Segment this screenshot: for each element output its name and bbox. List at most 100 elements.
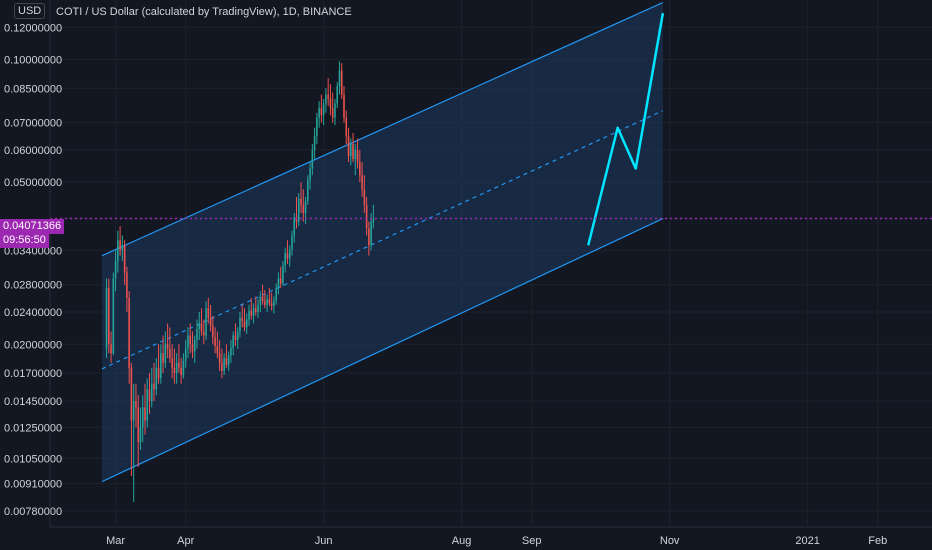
candle-body bbox=[184, 348, 187, 361]
candle-body bbox=[318, 108, 320, 118]
price-axis-tick: 0.01700000 bbox=[4, 368, 62, 380]
candle-countdown-label: 09:56:50 bbox=[0, 233, 49, 248]
channel-lower-line[interactable] bbox=[101, 218, 664, 483]
candle-body bbox=[216, 346, 219, 354]
price-axis[interactable]: 0.12000000 0.10000000 0.08500000 0.07000000… bbox=[4, 22, 62, 518]
candle-body bbox=[338, 70, 341, 87]
candle-body bbox=[284, 253, 286, 266]
current-price-label: 0.04071366 bbox=[0, 219, 65, 234]
candle-body bbox=[164, 344, 167, 363]
candle-body bbox=[307, 180, 309, 201]
candle-body bbox=[347, 135, 350, 156]
candle-body bbox=[150, 383, 153, 402]
candle-body bbox=[128, 297, 130, 368]
candle-body bbox=[248, 310, 250, 320]
price-axis-tick: 0.02000000 bbox=[4, 339, 62, 351]
candle-body bbox=[266, 299, 268, 305]
candle-body bbox=[268, 299, 271, 304]
candle-body bbox=[232, 335, 234, 348]
candle-body bbox=[162, 353, 164, 363]
candle-body bbox=[313, 135, 316, 150]
candle-body bbox=[297, 198, 300, 222]
candle-body bbox=[300, 198, 302, 205]
candle-body bbox=[239, 317, 241, 332]
candle-body bbox=[302, 204, 305, 213]
candle-body bbox=[110, 344, 112, 354]
candle-body bbox=[273, 300, 275, 307]
price-axis-tick: 0.03400000 bbox=[4, 245, 62, 257]
candle-body bbox=[252, 308, 255, 316]
candle-body bbox=[157, 367, 160, 379]
candle-body bbox=[105, 287, 108, 349]
candle-body bbox=[117, 240, 119, 262]
candle-body bbox=[291, 235, 293, 250]
candle-body bbox=[334, 103, 336, 118]
candle-body bbox=[189, 335, 192, 345]
candle-body bbox=[236, 331, 239, 340]
candle-body bbox=[141, 407, 144, 428]
candle-body bbox=[205, 308, 207, 336]
candle-body bbox=[316, 117, 318, 136]
candle-body bbox=[198, 323, 201, 330]
candle-body bbox=[361, 175, 363, 190]
time-axis[interactable]: Mar Apr Jun Aug Sep Nov 2021 Feb bbox=[49, 0, 932, 547]
candle-body bbox=[193, 339, 196, 352]
price-axis-tick: 0.12000000 bbox=[4, 22, 62, 34]
candle-body bbox=[230, 347, 232, 356]
price-axis-tick: 0.10000000 bbox=[4, 55, 62, 67]
candle-body bbox=[270, 303, 273, 307]
candle-body bbox=[325, 94, 327, 104]
currency-unit-badge[interactable]: USD bbox=[14, 3, 46, 19]
time-axis-tick: Jun bbox=[315, 535, 333, 547]
time-axis-tick: Apr bbox=[177, 535, 194, 547]
candle-body bbox=[320, 108, 323, 116]
candle-body bbox=[132, 401, 135, 421]
candle-body bbox=[257, 304, 259, 313]
projection-line[interactable] bbox=[587, 12, 665, 246]
candle-body bbox=[359, 162, 361, 176]
candle-body bbox=[209, 317, 212, 326]
candle-body bbox=[340, 70, 343, 95]
candle-body bbox=[187, 335, 189, 349]
candle-body bbox=[329, 99, 332, 109]
candle-body bbox=[368, 228, 370, 246]
candlestick-series bbox=[105, 61, 375, 502]
price-axis-tick: 0.00910000 bbox=[4, 479, 62, 491]
channel-upper-line[interactable] bbox=[101, 1, 664, 257]
candle-body bbox=[218, 353, 221, 363]
candle-body bbox=[130, 367, 133, 421]
candle-body bbox=[259, 296, 262, 305]
candle-body bbox=[166, 344, 169, 349]
candle-body bbox=[207, 308, 210, 318]
candle-body bbox=[370, 221, 372, 246]
candle-body bbox=[146, 389, 149, 421]
candle-body bbox=[153, 383, 155, 390]
candle-body bbox=[309, 168, 311, 181]
candle-body bbox=[234, 335, 237, 340]
candle-body bbox=[275, 287, 277, 301]
candle-body bbox=[225, 358, 228, 365]
candle-body bbox=[304, 200, 307, 213]
candle-body bbox=[135, 401, 137, 408]
candle-body bbox=[365, 204, 368, 229]
candle-body bbox=[372, 218, 375, 222]
candle-body bbox=[148, 389, 151, 402]
time-axis-tick: Feb bbox=[868, 535, 887, 547]
price-axis-tick: 0.00780000 bbox=[4, 506, 62, 518]
candle-body bbox=[293, 217, 296, 236]
price-axis-tick: 0.05000000 bbox=[4, 177, 62, 189]
candle-body bbox=[356, 149, 359, 163]
candle-body bbox=[214, 337, 216, 347]
candle-body bbox=[311, 149, 314, 169]
candle-body bbox=[221, 362, 223, 371]
symbol-title: COTI / US Dollar (calculated by TradingV… bbox=[56, 6, 352, 18]
candle-body bbox=[261, 296, 264, 302]
candle-body bbox=[354, 149, 357, 159]
candle-body bbox=[169, 348, 171, 359]
candle-body bbox=[264, 301, 266, 305]
candle-body bbox=[336, 86, 339, 104]
candle-body bbox=[279, 278, 282, 284]
channel-midline bbox=[101, 110, 664, 370]
candle-body bbox=[175, 362, 178, 374]
